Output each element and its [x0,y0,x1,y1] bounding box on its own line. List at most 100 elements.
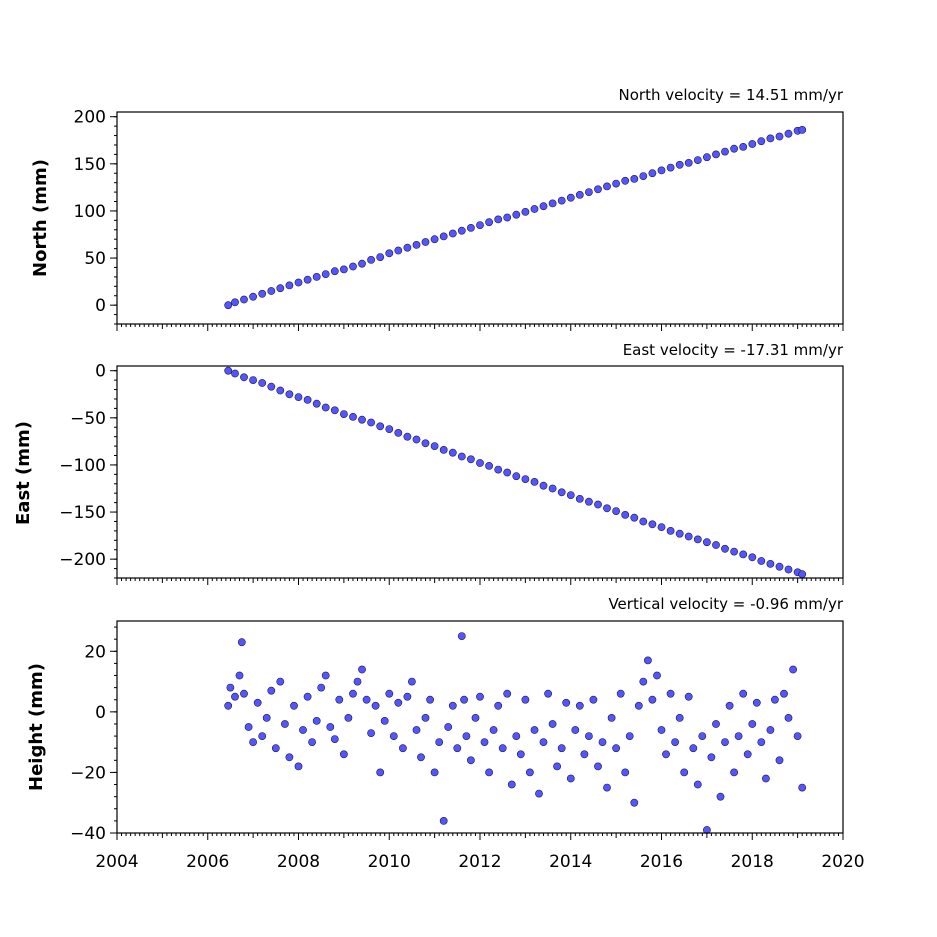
east-data-point [666,527,675,535]
north-data-point [798,125,807,134]
height-data-point [412,726,421,734]
height-y-tick-label: 20 [84,642,106,662]
north-data-point [603,182,611,191]
height-data-point [512,732,521,740]
east-data-point [303,395,312,404]
east-data-point [394,428,403,437]
east-data-point [539,481,548,490]
east-x-ticks [116,578,844,585]
east-data-point [639,517,648,526]
height-data-point [748,720,757,728]
height-data-point [353,677,362,686]
height-data-point [326,723,335,731]
north-data-point [339,265,348,274]
north-data-point [612,179,620,188]
height-data-point [662,750,670,759]
east-data-point [430,442,439,450]
height-data-point [267,686,276,695]
height-data-point [562,698,571,707]
height-data-point [285,753,294,762]
north-axis-label: North (mm) [30,159,51,277]
height-data-point [471,714,480,722]
north-y-tick-label: 50 [84,249,106,269]
height-data-point [494,701,503,710]
north-data-point [349,262,357,271]
east-data-point [376,422,385,431]
east-plot-frame [116,365,844,579]
east-data-point [594,500,602,509]
north-y-tick-label: 100 [74,202,106,222]
east-data-point [358,415,366,424]
height-data-point [444,723,453,731]
east-data-point [730,547,738,556]
east-y-ticks: 0 −50 −100 −150 −200 [59,362,117,579]
north-data-point [476,221,484,229]
height-data-point [371,701,380,710]
height-x-tick-label: 2016 [640,852,683,872]
east-data-point [258,379,267,387]
east-data-point [630,513,639,522]
height-data-point [498,744,507,753]
height-y-tick-label: 0 [95,703,106,723]
height-data-point [398,744,407,753]
east-data-point [240,373,248,382]
height-data-point [303,692,312,701]
height-x-tick-label: 2014 [549,852,592,872]
height-data-point [430,768,439,777]
north-data-point [485,218,493,227]
height-data-point [571,726,580,734]
east-data-point [466,455,475,464]
east-data-point [775,562,784,571]
north-data-point [385,249,394,258]
east-axis-label: East (mm) [13,421,34,525]
east-data-point [439,445,448,454]
height-data-point [666,689,675,698]
height-data-point [707,753,716,762]
height-data-point [503,689,512,698]
height-data-point [539,738,548,746]
east-data-point [249,376,257,384]
east-data-point [285,390,294,399]
height-data-point [262,714,271,722]
east-data-point [575,494,584,503]
height-data-point [775,756,784,765]
height-data-point [648,695,657,704]
height-data-point [689,744,698,753]
height-data-point [553,762,561,771]
height-data-point [299,726,307,734]
east-data-point [330,406,339,415]
east-data-point [294,393,303,401]
height-data-point [557,744,566,753]
east-data-point [403,432,412,441]
height-panel: Vertical velocity = -0.96 mm/yr Height (… [26,595,865,872]
east-points [224,366,807,579]
height-data-point [489,726,498,734]
height-data-point [675,714,684,722]
height-data-point [358,665,366,674]
height-data-point [639,677,648,686]
east-data-point [457,452,466,461]
north-data-point [575,190,584,199]
height-axis-label: Height (mm) [26,663,47,791]
north-data-point [403,243,412,252]
north-data-point [430,235,439,244]
east-data-point [684,532,693,541]
height-data-point [421,714,430,722]
north-data-point [231,298,239,307]
height-data-point [276,677,285,686]
height-data-point [589,695,598,704]
height-data-point [435,738,444,746]
north-data-point [775,132,784,141]
north-data-point [566,193,575,202]
height-data-point [507,780,516,789]
height-data-point [389,732,398,740]
height-data-point [721,738,729,746]
north-data-point [657,166,666,175]
height-data-point [644,656,652,665]
north-data-point [249,292,257,301]
height-data-point [684,692,693,701]
east-data-point [757,557,766,565]
height-data-point [280,720,289,728]
height-data-point [752,698,761,707]
north-panel: North velocity = 14.51 mm/yr North (mm) … [30,86,844,331]
